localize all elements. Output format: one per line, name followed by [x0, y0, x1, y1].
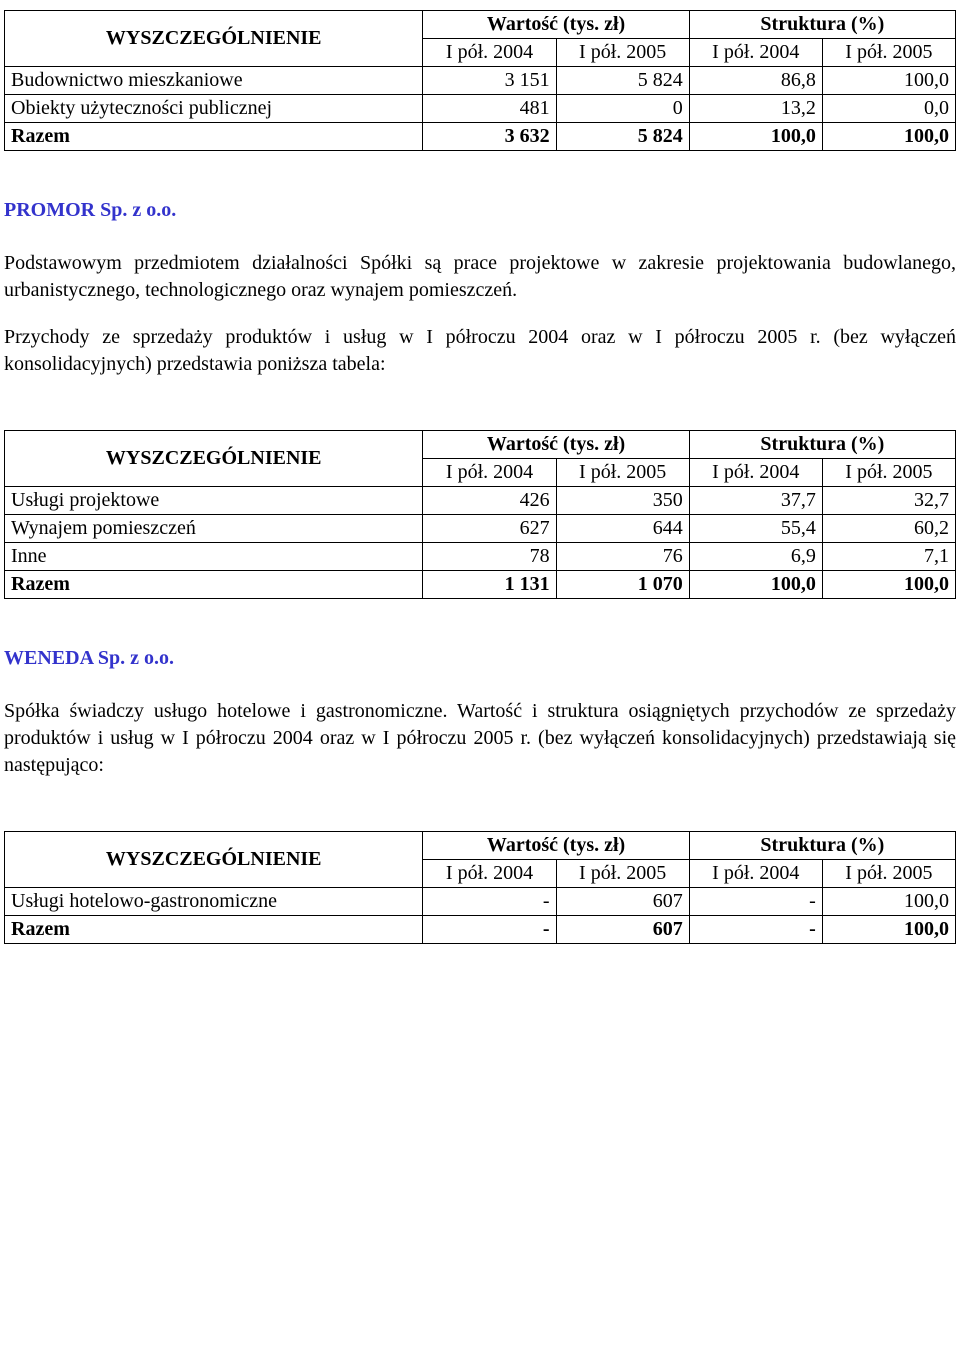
t2-head-c3: I pół. 2004	[689, 459, 822, 487]
row-label: Usługi hotelowo-gastronomiczne	[5, 888, 423, 916]
row-val-2005: 1 070	[556, 571, 689, 599]
row-val-2004: 3 632	[423, 123, 556, 151]
t3-head-str-group: Struktura (%)	[689, 832, 955, 860]
t2-head-wyszcz: WYSZCZEGÓLNIENIE	[5, 431, 423, 487]
row-label: Razem	[5, 123, 423, 151]
table-row: Usługi hotelowo-gastronomiczne-607-100,0	[5, 888, 956, 916]
table-row: Budownictwo mieszkaniowe3 1515 82486,810…	[5, 67, 956, 95]
row-pct-2004: 100,0	[689, 123, 822, 151]
t1-body: Budownictwo mieszkaniowe3 1515 82486,810…	[5, 67, 956, 151]
t2-head-val-group: Wartość (tys. zł)	[423, 431, 689, 459]
table-row: Usługi projektowe42635037,732,7	[5, 487, 956, 515]
t1-head-c3: I pół. 2004	[689, 39, 822, 67]
row-pct-2005: 100,0	[822, 67, 955, 95]
t1-head-c4: I pół. 2005	[822, 39, 955, 67]
t1-head-val-group: Wartość (tys. zł)	[423, 11, 689, 39]
row-pct-2005: 100,0	[822, 888, 955, 916]
t3-head-c1: I pół. 2004	[423, 860, 556, 888]
t3-head-c3: I pół. 2004	[689, 860, 822, 888]
t3-head-wyszcz: WYSZCZEGÓLNIENIE	[5, 832, 423, 888]
row-label: Obiekty użyteczności publicznej	[5, 95, 423, 123]
row-val-2004: 426	[423, 487, 556, 515]
t3-head-val-group: Wartość (tys. zł)	[423, 832, 689, 860]
row-label: Usługi projektowe	[5, 487, 423, 515]
row-val-2005: 607	[556, 916, 689, 944]
row-pct-2004: 13,2	[689, 95, 822, 123]
t1-head-str-group: Struktura (%)	[689, 11, 955, 39]
row-pct-2005: 60,2	[822, 515, 955, 543]
row-pct-2004: 6,9	[689, 543, 822, 571]
row-pct-2005: 100,0	[822, 123, 955, 151]
row-pct-2004: 86,8	[689, 67, 822, 95]
t1-head-c1: I pół. 2004	[423, 39, 556, 67]
table-row: Razem-607-100,0	[5, 916, 956, 944]
row-val-2004: 3 151	[423, 67, 556, 95]
row-pct-2004: 100,0	[689, 571, 822, 599]
t3-head-c4: I pół. 2005	[822, 860, 955, 888]
row-pct-2005: 32,7	[822, 487, 955, 515]
t2-body: Usługi projektowe42635037,732,7Wynajem p…	[5, 487, 956, 599]
table-row: Wynajem pomieszczeń62764455,460,2	[5, 515, 956, 543]
t2-head-c4: I pół. 2005	[822, 459, 955, 487]
row-val-2005: 5 824	[556, 67, 689, 95]
t3-body: Usługi hotelowo-gastronomiczne-607-100,0…	[5, 888, 956, 944]
row-val-2004: -	[423, 916, 556, 944]
t2-head-c2: I pół. 2005	[556, 459, 689, 487]
row-val-2005: 5 824	[556, 123, 689, 151]
promor-title: PROMOR Sp. z o.o.	[4, 199, 956, 222]
table-3: WYSZCZEGÓLNIENIE Wartość (tys. zł) Struk…	[4, 831, 956, 944]
promor-para-2: Przychody ze sprzedaży produktów i usług…	[4, 324, 956, 378]
row-val-2004: 627	[423, 515, 556, 543]
row-pct-2004: 55,4	[689, 515, 822, 543]
row-label: Wynajem pomieszczeń	[5, 515, 423, 543]
row-label: Inne	[5, 543, 423, 571]
row-label: Razem	[5, 571, 423, 599]
row-val-2005: 350	[556, 487, 689, 515]
row-label: Budownictwo mieszkaniowe	[5, 67, 423, 95]
t3-head-c2: I pół. 2005	[556, 860, 689, 888]
row-pct-2005: 7,1	[822, 543, 955, 571]
row-val-2004: 78	[423, 543, 556, 571]
row-val-2005: 607	[556, 888, 689, 916]
row-val-2004: 481	[423, 95, 556, 123]
table-row: Obiekty użyteczności publicznej481013,20…	[5, 95, 956, 123]
t2-head-c1: I pół. 2004	[423, 459, 556, 487]
weneda-para-1: Spółka świadczy usługo hotelowe i gastro…	[4, 698, 956, 779]
row-val-2004: 1 131	[423, 571, 556, 599]
t1-head-wyszcz: WYSZCZEGÓLNIENIE	[5, 11, 423, 67]
weneda-title: WENEDA Sp. z o.o.	[4, 647, 956, 670]
row-val-2005: 76	[556, 543, 689, 571]
t1-head-c2: I pół. 2005	[556, 39, 689, 67]
row-val-2004: -	[423, 888, 556, 916]
row-val-2005: 0	[556, 95, 689, 123]
row-label: Razem	[5, 916, 423, 944]
table-row: Razem1 1311 070100,0100,0	[5, 571, 956, 599]
table-1: WYSZCZEGÓLNIENIE Wartość (tys. zł) Struk…	[4, 10, 956, 151]
table-row: Inne78766,97,1	[5, 543, 956, 571]
row-pct-2004: -	[689, 916, 822, 944]
table-2: WYSZCZEGÓLNIENIE Wartość (tys. zł) Struk…	[4, 430, 956, 599]
row-val-2005: 644	[556, 515, 689, 543]
row-pct-2005: 100,0	[822, 571, 955, 599]
row-pct-2005: 100,0	[822, 916, 955, 944]
table-row: Razem3 6325 824100,0100,0	[5, 123, 956, 151]
promor-para-1: Podstawowym przedmiotem działalności Spó…	[4, 250, 956, 304]
t2-head-str-group: Struktura (%)	[689, 431, 955, 459]
row-pct-2004: -	[689, 888, 822, 916]
row-pct-2004: 37,7	[689, 487, 822, 515]
row-pct-2005: 0,0	[822, 95, 955, 123]
